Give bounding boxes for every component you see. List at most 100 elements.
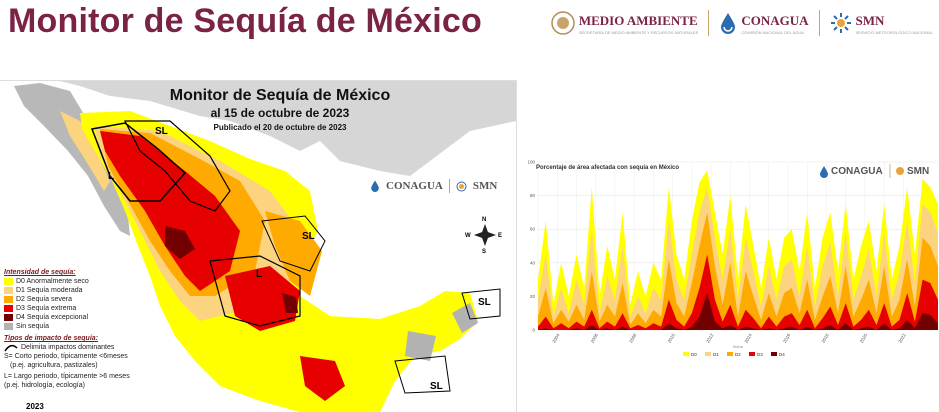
region-label-sl: SL: [478, 297, 491, 308]
map-title: Monitor de Sequía de México: [169, 87, 391, 104]
chart-legend-label: D2: [735, 352, 741, 357]
legend-long-term: L= Largo periodo, típicamente >6 meses: [4, 373, 130, 380]
map-title-block: Monitor de Sequía de México al 15 de oct…: [120, 87, 440, 132]
no-drought-yucatan: [452, 303, 478, 333]
y-tick-label: 80: [530, 193, 536, 198]
legend-swatch: [4, 323, 13, 330]
mexico-seal-icon: [551, 11, 575, 35]
x-tick-label: 2008: [628, 332, 638, 344]
compass-n-label: N: [482, 217, 486, 223]
y-tick-label: 60: [530, 227, 536, 232]
drought-d3-zone: [100, 131, 240, 291]
medio-ambiente-logo: MEDIO AMBIENTE SECRETARÍA DE MEDIO AMBIE…: [551, 11, 698, 35]
chart-legend-label: D1: [713, 352, 719, 357]
chart-legend-label: D0: [691, 352, 697, 357]
compass-w-label: W: [465, 233, 471, 239]
legend-item: D4 Sequía excepcional: [4, 313, 130, 322]
x-tick-label: 2016: [782, 332, 792, 344]
x-tick-label: 2022: [897, 332, 907, 344]
drought-d4-zone-2: [282, 293, 298, 313]
legend-item: D3 Sequía extrema: [4, 304, 130, 313]
chart-legend-label: D4: [779, 352, 785, 357]
x-tick-label: 2004: [551, 332, 561, 344]
agency-logos: MEDIO AMBIENTE SECRETARÍA DE MEDIO AMBIE…: [551, 10, 933, 36]
series-area-d3: [538, 254, 938, 330]
legend-items: D0 Anormalmente seco D1 Sequía moderada D2…: [4, 277, 130, 331]
weather-sun-icon: [896, 167, 904, 175]
us-land: [60, 81, 516, 176]
region-label-sl: SL: [302, 231, 315, 242]
water-drop-icon: [721, 13, 736, 34]
x-axis-label: fecha: [733, 344, 744, 349]
drought-d3-south: [225, 266, 300, 331]
legend-swatch: [4, 305, 13, 312]
drought-d2-east: [265, 211, 322, 296]
region-label-l: L: [256, 269, 262, 280]
compass-e-label: E: [498, 233, 502, 239]
x-tick-label: 2010: [667, 332, 677, 344]
map-smn-label: SMN: [472, 180, 498, 192]
legend-impact-line-row: Delimita impactos dominantes: [4, 343, 130, 352]
medio-ambiente-name: MEDIO AMBIENTE: [578, 12, 698, 28]
legend-item: D2 Sequía severa: [4, 295, 130, 304]
impact-boundary-long: [90, 122, 187, 202]
impact-boundary-sl: [124, 120, 231, 212]
water-drop-icon: [820, 166, 828, 178]
legend-swatch: [4, 278, 13, 285]
y-tick-label: 100: [528, 160, 535, 165]
legend-item: D1 Sequía moderada: [4, 286, 130, 295]
logo-divider: [708, 10, 710, 36]
map-legend: Intensidad de sequía: D0 Anormalmente se…: [4, 268, 130, 390]
legend-label: D4 Sequía excepcional: [16, 314, 88, 321]
mexico-map-svg: N S E W SL L SL L SL SL: [14, 81, 516, 412]
impact-boundary-yucatan: [461, 288, 501, 320]
impact-boundary-south: [394, 355, 451, 394]
legend-swatch: [4, 296, 13, 303]
chart-legend-swatch: [727, 352, 733, 356]
legend-impact-line: Delimita impactos dominantes: [21, 344, 115, 351]
map-logos: CONAGUA SMN: [370, 179, 497, 193]
area-chart-svg: 0 20 40 60 80 100 2004 2006 2008 2010 2012 2014 2016…: [527, 160, 938, 357]
legend-item: Sin sequía: [4, 322, 130, 331]
logo-divider: [818, 10, 820, 36]
map-year: 2023: [26, 402, 44, 411]
drought-map: N S E W SL L SL L SL SL Monitor de Sequí…: [0, 80, 517, 412]
water-drop-icon: [371, 180, 379, 192]
no-drought-south: [405, 331, 436, 361]
chart-conagua-label: CONAGUA: [831, 166, 883, 177]
compass-rose: N S E W: [465, 217, 502, 255]
weather-sun-icon: [830, 13, 851, 33]
legend-long-term-eg: (p.ej. hidrología, ecología): [4, 382, 85, 389]
region-label-sl: SL: [155, 126, 168, 137]
smn-sub: SERVICIO METEOROLÓGICO NACIONAL: [855, 29, 934, 35]
page-title: Monitor de Sequía de México: [8, 2, 482, 40]
region-label-sl: SL: [430, 381, 443, 392]
impact-boundary-east: [261, 215, 326, 272]
compass-s-label: S: [482, 249, 486, 255]
x-tick-label: 2012: [705, 332, 715, 344]
map-published: Publicado el 20 de octubre de 2023: [213, 123, 347, 132]
baja-california: [14, 83, 130, 236]
chart-legend-label: D3: [757, 352, 763, 357]
map-conagua-label: CONAGUA: [386, 180, 443, 192]
legend-label: D2 Sequía severa: [16, 296, 73, 303]
legend-label: Sin sequía: [16, 323, 50, 330]
legend-intensity-title: Intensidad de sequía:: [4, 269, 76, 276]
x-tick-label: 2014: [744, 332, 754, 344]
x-tick-label: 2020: [859, 332, 869, 344]
y-tick-label: 40: [530, 260, 536, 265]
smn-name: SMN: [855, 12, 885, 28]
map-date: al 15 de octubre de 2023: [210, 106, 350, 120]
legend-short-term-eg: (p.ej. agricultura, pastizales): [10, 362, 98, 369]
conagua-name: CONAGUA: [741, 12, 809, 28]
series-area-d0: [538, 170, 938, 330]
y-tick-label: 20: [530, 294, 536, 299]
chart-legend-swatch: [705, 352, 711, 356]
drought-d3-southwest: [300, 356, 345, 401]
x-tick-label: 2018: [820, 332, 830, 344]
region-label-l: L: [108, 171, 114, 182]
chart-title: Porcentaje de área afectada con sequía e…: [536, 165, 680, 171]
legend-label: D1 Sequía moderada: [16, 287, 83, 294]
chart-legend-swatch: [749, 352, 755, 356]
drought-area-chart: 0 20 40 60 80 100 2004 2006 2008 2010 2012 2014 2016…: [527, 156, 939, 366]
